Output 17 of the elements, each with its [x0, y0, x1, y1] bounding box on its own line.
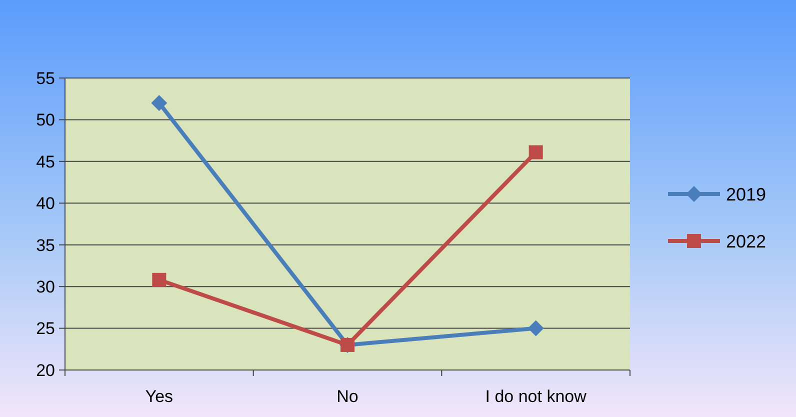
point	[528, 320, 544, 336]
legend-label: 2022	[726, 231, 766, 252]
y-tick-label: 35	[36, 236, 55, 255]
y-tick-label: 40	[36, 194, 55, 214]
x-tick-label: I do not know	[485, 387, 588, 406]
y-tick-label: 20	[36, 360, 55, 380]
y-tick-label: 55	[36, 68, 55, 88]
y-tick-label: 25	[36, 319, 55, 338]
y-tick-label: 30	[36, 278, 55, 297]
y-tick-label: 45	[36, 152, 55, 172]
point	[528, 145, 543, 160]
y-tick-label: 50	[36, 110, 55, 130]
legend-label: 2019	[726, 184, 766, 204]
point	[152, 272, 166, 287]
x-tick-label: Yes	[145, 387, 174, 406]
x-tick-label: No	[336, 387, 358, 406]
point	[151, 95, 168, 112]
